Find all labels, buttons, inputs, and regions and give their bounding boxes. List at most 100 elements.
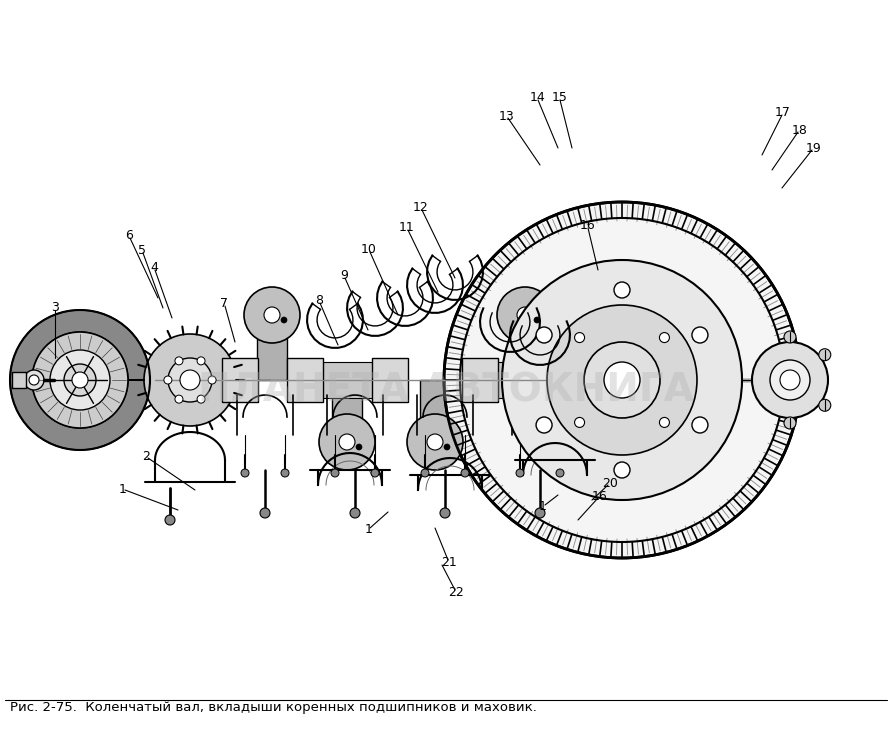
Bar: [420, 380, 450, 442]
Circle shape: [281, 317, 287, 323]
Bar: [287, 358, 323, 402]
Bar: [155, 362, 240, 398]
Text: 17: 17: [775, 107, 791, 119]
Circle shape: [574, 333, 584, 342]
Circle shape: [614, 282, 630, 298]
Text: 12: 12: [413, 201, 429, 215]
Circle shape: [692, 417, 708, 433]
Bar: [222, 358, 258, 402]
Text: 1: 1: [364, 523, 372, 536]
Circle shape: [197, 357, 205, 365]
Text: 13: 13: [499, 110, 515, 123]
Text: 15: 15: [551, 91, 567, 104]
Circle shape: [784, 331, 796, 343]
Text: 10: 10: [361, 243, 377, 256]
Circle shape: [444, 444, 450, 450]
Circle shape: [180, 370, 200, 390]
Text: 2: 2: [142, 450, 150, 463]
Circle shape: [534, 317, 540, 323]
Circle shape: [64, 364, 96, 396]
Text: 9: 9: [340, 269, 348, 283]
Circle shape: [244, 287, 300, 343]
Circle shape: [780, 370, 800, 390]
Circle shape: [339, 434, 355, 450]
Circle shape: [497, 287, 553, 343]
Circle shape: [516, 469, 524, 477]
Circle shape: [819, 399, 830, 411]
Circle shape: [692, 327, 708, 343]
Bar: [305, 362, 390, 398]
Circle shape: [819, 349, 830, 361]
Bar: [480, 362, 570, 398]
Circle shape: [281, 469, 289, 477]
Circle shape: [770, 360, 810, 400]
Circle shape: [556, 469, 564, 477]
Circle shape: [752, 342, 828, 418]
Circle shape: [659, 333, 669, 342]
Circle shape: [175, 357, 183, 365]
Circle shape: [371, 469, 379, 477]
Polygon shape: [10, 310, 150, 450]
Text: 6: 6: [125, 229, 133, 242]
Circle shape: [547, 305, 697, 455]
Circle shape: [175, 395, 183, 403]
Circle shape: [444, 202, 800, 558]
Circle shape: [356, 444, 362, 450]
Text: 7: 7: [220, 297, 228, 310]
Bar: [552, 358, 588, 402]
Circle shape: [32, 332, 128, 428]
Circle shape: [604, 362, 640, 398]
Text: 5: 5: [138, 245, 146, 257]
Circle shape: [197, 395, 205, 403]
Bar: [372, 358, 408, 402]
Circle shape: [427, 434, 443, 450]
Text: 14: 14: [529, 91, 545, 104]
Circle shape: [535, 508, 545, 518]
Circle shape: [584, 342, 660, 418]
Circle shape: [659, 418, 669, 428]
Text: 8: 8: [315, 294, 323, 307]
Circle shape: [421, 469, 429, 477]
Text: 3: 3: [51, 301, 59, 314]
Circle shape: [168, 358, 212, 402]
Circle shape: [264, 307, 280, 323]
Text: Рис. 2-75.  Коленчатый вал, вкладыши коренных подшипников и маховик.: Рис. 2-75. Коленчатый вал, вкладыши коре…: [10, 701, 537, 714]
Circle shape: [331, 469, 339, 477]
Circle shape: [241, 469, 249, 477]
Circle shape: [574, 418, 584, 428]
Bar: [510, 315, 540, 380]
Text: 19: 19: [805, 142, 822, 155]
Circle shape: [614, 462, 630, 478]
Text: 20: 20: [602, 477, 617, 490]
Circle shape: [29, 375, 39, 385]
Circle shape: [536, 327, 552, 343]
Circle shape: [50, 350, 110, 410]
Circle shape: [72, 372, 88, 388]
Circle shape: [784, 417, 796, 429]
Circle shape: [165, 515, 175, 525]
Text: 22: 22: [449, 585, 464, 599]
Text: 18: 18: [791, 123, 807, 137]
Text: 16: 16: [591, 490, 607, 503]
Circle shape: [208, 376, 216, 384]
Circle shape: [24, 370, 44, 390]
Circle shape: [319, 414, 375, 470]
Circle shape: [164, 376, 172, 384]
Text: 1: 1: [539, 500, 547, 513]
Circle shape: [502, 260, 742, 500]
Circle shape: [461, 469, 469, 477]
Circle shape: [144, 334, 236, 426]
Bar: [332, 380, 362, 442]
Text: 4: 4: [150, 261, 158, 274]
Circle shape: [350, 508, 360, 518]
Circle shape: [260, 508, 270, 518]
Circle shape: [536, 417, 552, 433]
Text: 16: 16: [580, 219, 595, 232]
Bar: [12, 372, 26, 388]
Text: 1: 1: [119, 483, 127, 496]
Circle shape: [440, 508, 450, 518]
Bar: [462, 358, 498, 402]
Circle shape: [517, 307, 533, 323]
Circle shape: [407, 414, 463, 470]
Bar: [257, 315, 287, 380]
